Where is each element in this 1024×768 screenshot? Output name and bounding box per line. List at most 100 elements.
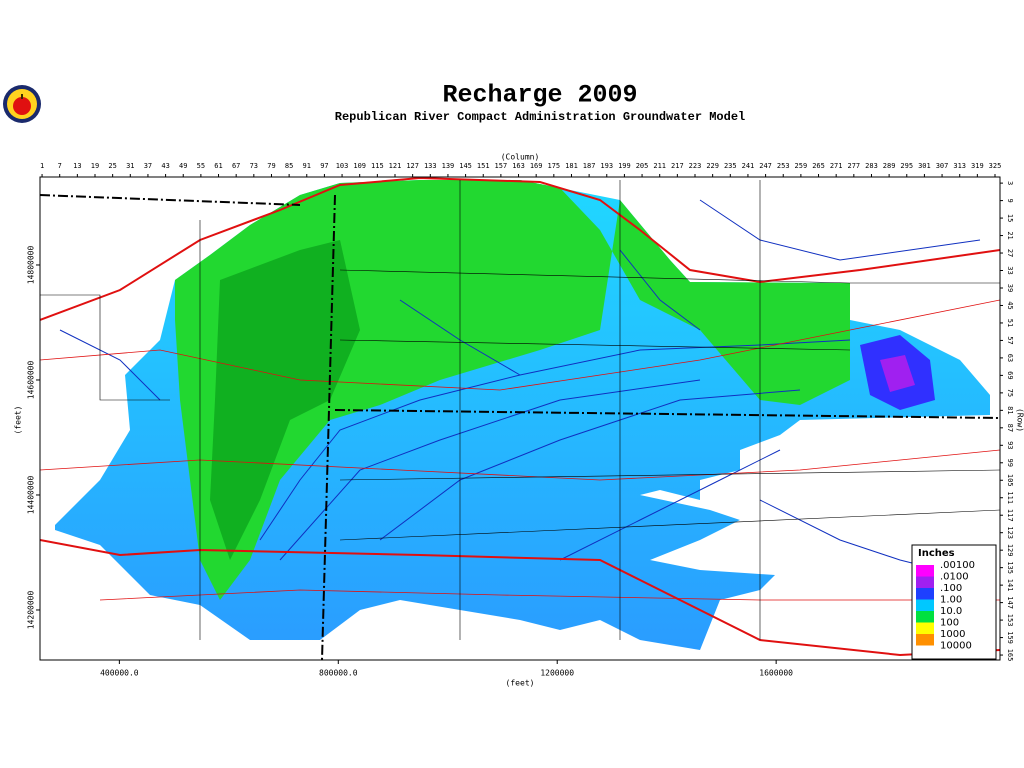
column-tick-label: 199	[618, 162, 631, 170]
x-tick-label: 1200000	[540, 669, 574, 678]
column-tick-label: 301	[918, 162, 931, 170]
column-tick-label: 151	[477, 162, 490, 170]
legend-swatch	[916, 634, 934, 646]
row-tick-label: 165	[1006, 649, 1014, 662]
column-tick-label: 31	[126, 162, 134, 170]
column-tick-label: 283	[865, 162, 878, 170]
row-tick-label: 21	[1006, 231, 1014, 239]
x-tick-label: 1600000	[759, 669, 793, 678]
row-tick-label: 93	[1006, 441, 1014, 449]
column-tick-label: 169	[530, 162, 543, 170]
column-tick-label: 61	[214, 162, 222, 170]
legend-swatch	[916, 565, 934, 577]
column-tick-label: 37	[144, 162, 152, 170]
row-tick-label: 153	[1006, 614, 1014, 627]
column-tick-label: 307	[936, 162, 949, 170]
column-tick-label: 1	[40, 162, 44, 170]
row-tick-label: 117	[1006, 509, 1014, 522]
column-tick-label: 121	[389, 162, 402, 170]
column-tick-label: 181	[565, 162, 578, 170]
column-tick-label: 133	[424, 162, 437, 170]
legend-swatch	[916, 588, 934, 600]
column-tick-label: 13	[73, 162, 81, 170]
y-tick-label: 14200000	[27, 591, 36, 630]
legend-swatch	[916, 611, 934, 623]
y-axis-label: (feet)	[14, 406, 23, 435]
legend-label: 1000	[940, 629, 965, 640]
legend-swatch	[916, 599, 934, 611]
legend-label: .00100	[940, 560, 975, 571]
column-tick-label: 313	[953, 162, 966, 170]
legend-label: 1.00	[940, 595, 962, 606]
row-tick-label: 75	[1006, 389, 1014, 397]
row-tick-label: 33	[1006, 266, 1014, 274]
column-tick-label: 325	[989, 162, 1002, 170]
legend-label: 10.0	[940, 606, 962, 617]
column-tick-label: 163	[512, 162, 525, 170]
legend-label: 100	[940, 618, 959, 629]
row-tick-label: 99	[1006, 459, 1014, 467]
y-tick-label: 14400000	[27, 476, 36, 515]
column-tick-label: 127	[406, 162, 419, 170]
row-tick-label: 147	[1006, 596, 1014, 609]
row-tick-label: 57	[1006, 336, 1014, 344]
row-tick-label: 129	[1006, 544, 1014, 557]
column-tick-label: 145	[459, 162, 472, 170]
column-tick-label: 43	[161, 162, 169, 170]
row-tick-label: 27	[1006, 249, 1014, 257]
y-tick-label: 14600000	[27, 361, 36, 400]
row-tick-label: 3	[1006, 181, 1014, 185]
column-tick-label: 85	[285, 162, 293, 170]
subtitle: Republican River Compact Administration …	[335, 110, 745, 124]
column-tick-label: 79	[267, 162, 275, 170]
row-tick-label: 69	[1006, 371, 1014, 379]
row-tick-label: 105	[1006, 474, 1014, 487]
row-tick-label: 141	[1006, 579, 1014, 592]
row-tick-label: 45	[1006, 301, 1014, 309]
peak-recharge	[880, 355, 915, 392]
row-tick-label: 135	[1006, 561, 1014, 574]
row-tick-label: 81	[1006, 406, 1014, 414]
x-tick-label: 400000.0	[100, 669, 139, 678]
column-tick-label: 289	[883, 162, 896, 170]
roads	[40, 177, 1000, 657]
column-tick-label: 277	[847, 162, 860, 170]
row-tick-label: 15	[1006, 214, 1014, 222]
column-tick-label: 67	[232, 162, 240, 170]
column-tick-label: 241	[742, 162, 755, 170]
column-tick-label: 49	[179, 162, 187, 170]
row-tick-label: 9	[1006, 198, 1014, 202]
row-tick-label: 51	[1006, 319, 1014, 327]
column-tick-label: 91	[303, 162, 311, 170]
column-tick-label: 73	[250, 162, 258, 170]
column-tick-label: 103	[336, 162, 349, 170]
column-tick-label: 25	[108, 162, 116, 170]
column-tick-label: 205	[636, 162, 649, 170]
column-tick-label: 247	[759, 162, 772, 170]
column-tick-label: 109	[353, 162, 366, 170]
legend-label: .0100	[940, 572, 969, 583]
state-lines	[40, 194, 1000, 660]
legend-title: Inches	[918, 548, 955, 559]
column-tick-label: 139	[442, 162, 455, 170]
column-tick-label: 19	[91, 162, 99, 170]
y-tick-label: 14800000	[27, 246, 36, 285]
county-lines	[40, 180, 1000, 640]
x-tick-label: 800000.0	[319, 669, 358, 678]
column-tick-label: 223	[689, 162, 702, 170]
column-tick-label: 259	[795, 162, 808, 170]
legend-label: 10000	[940, 641, 972, 652]
row-tick-label: 63	[1006, 354, 1014, 362]
row-tick-label: 87	[1006, 424, 1014, 432]
column-tick-label: 115	[371, 162, 384, 170]
legend-swatch	[916, 622, 934, 634]
logo	[3, 85, 41, 123]
row-axis-label: (Row)	[1016, 408, 1024, 432]
column-tick-label: 193	[600, 162, 613, 170]
column-tick-label: 229	[706, 162, 719, 170]
column-tick-label: 55	[197, 162, 205, 170]
column-tick-label: 157	[495, 162, 508, 170]
title: Recharge 2009	[442, 81, 637, 110]
